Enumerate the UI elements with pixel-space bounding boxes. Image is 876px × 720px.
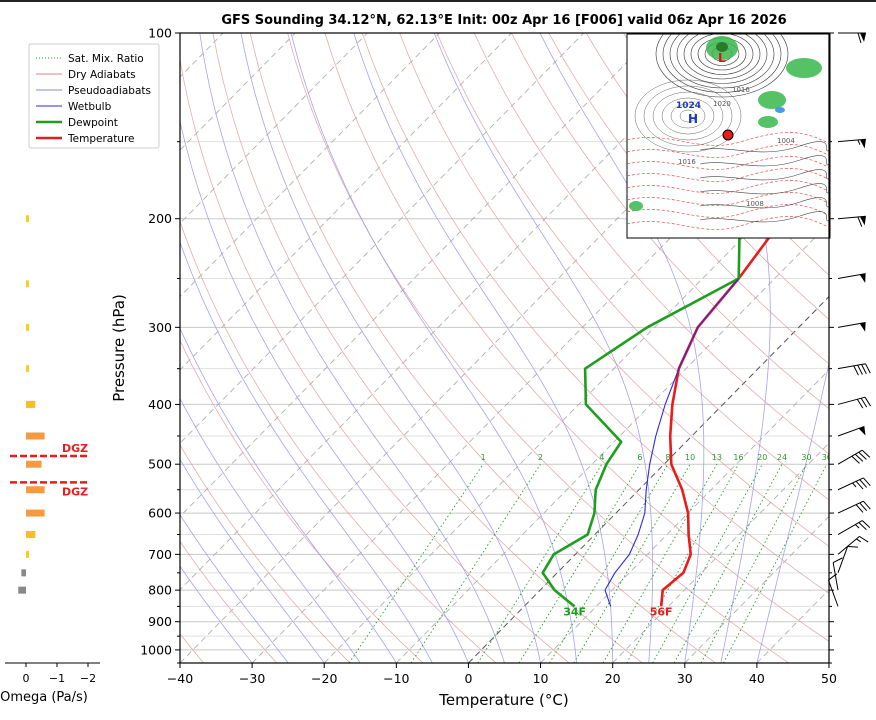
y-tick-label: 1000	[140, 642, 172, 657]
y-tick-label: 900	[148, 614, 172, 629]
legend-label: Dewpoint	[68, 117, 118, 129]
wind-barb	[838, 501, 870, 513]
y-tick-label: 600	[148, 506, 172, 521]
legend: Sat. Mix. Ratio Dry Adiabats Pseudoadiabat…	[29, 44, 159, 148]
x-tick-label: −20	[311, 671, 337, 686]
x-tick-label: −40	[167, 671, 193, 686]
map-pressure-label-3: 1016	[732, 86, 750, 94]
x-axis: −40 −30 −20 −10 0 10 20 30 40 50	[167, 663, 837, 686]
omega-bar	[26, 432, 45, 439]
wind-barbs	[828, 33, 870, 606]
map-high-label: H	[688, 112, 698, 126]
omega-bar	[21, 569, 26, 576]
wind-barb	[838, 274, 866, 283]
x-tick-label: 40	[749, 671, 765, 686]
chart-title: GFS Sounding 34.12°N, 62.13°E Init: 00z …	[221, 13, 786, 28]
y-tick-label: 400	[148, 397, 172, 412]
map-precip-area	[758, 116, 778, 128]
mix-ratio-label: 36	[822, 453, 832, 462]
omega-bar	[26, 486, 45, 493]
omega-bar	[26, 461, 42, 468]
wind-barb	[838, 478, 870, 490]
x-tick-label: 50	[821, 671, 837, 686]
omega-bar	[26, 365, 29, 372]
omega-axis-label: Omega (Pa/s)	[0, 690, 88, 705]
mix-ratio-label: 10	[685, 453, 695, 462]
x-tick-label: 10	[533, 671, 549, 686]
wind-barb	[838, 364, 870, 375]
legend-label: Temperature	[67, 133, 135, 145]
dgz-label: DGZ	[62, 442, 88, 455]
wind-barb	[838, 397, 871, 408]
mix-ratio-label: 24	[777, 453, 787, 462]
omega-bar	[26, 401, 35, 408]
dgz-label: DGZ	[62, 485, 88, 498]
map-precip-area	[629, 201, 643, 211]
x-tick-label: 20	[605, 671, 621, 686]
mix-ratio-label: 30	[801, 453, 811, 462]
omega-bar	[26, 215, 29, 222]
x-tick-label: 0	[464, 671, 472, 686]
map-pressure-label-5: 1004	[777, 137, 795, 145]
wind-barb	[838, 322, 866, 331]
mix-ratio-label: 13	[712, 453, 722, 462]
y-tick-label: 300	[148, 320, 172, 335]
wind-barb	[838, 521, 870, 535]
sounding-location-marker	[723, 130, 733, 140]
x-tick-label: 30	[677, 671, 693, 686]
omega-bar	[26, 280, 29, 287]
y-tick-label: 500	[148, 457, 172, 472]
omega-bar	[26, 531, 35, 538]
mix-ratio-label: 2	[538, 453, 543, 462]
map-snow-area	[775, 107, 785, 113]
dry-adiabat-line	[847, 33, 876, 663]
y-tick-label: 700	[148, 547, 172, 562]
temperature-surface-label: 56F	[650, 605, 673, 618]
map-pressure-label-2: 1020	[713, 100, 731, 108]
mix-ratio-label: 6	[637, 453, 642, 462]
dewpoint-surface-label: 34F	[563, 605, 586, 618]
map-pressure-label-6: 1008	[746, 200, 764, 208]
omega-bar	[26, 324, 29, 331]
x-axis-label: Temperature (°C)	[438, 691, 568, 709]
x-tick-label: −30	[239, 671, 265, 686]
wind-barb	[838, 139, 866, 148]
omega-panel: 0 −1 −2 DGZ DGZ	[5, 215, 100, 685]
omega-tick-label: −2	[80, 672, 96, 685]
wind-barb	[838, 536, 868, 554]
map-precip-area	[758, 91, 786, 109]
wind-barb	[838, 33, 866, 43]
wind-barb	[833, 558, 842, 590]
mix-ratio-label: 4	[599, 453, 604, 462]
map-pressure-label-1: 1024	[676, 101, 701, 111]
y-tick-label: 100	[148, 26, 172, 41]
wind-barb	[838, 426, 866, 436]
omega-tick-label: −1	[49, 672, 65, 685]
inset-map: H L 1024 1020 1016 1016 1004 1008	[627, 11, 830, 238]
mix-ratio-label: 16	[733, 453, 743, 462]
x-tick-label: −10	[383, 671, 409, 686]
isotherm-line	[829, 33, 876, 663]
map-pressure-label-4: 1016	[678, 158, 696, 166]
omega-bar	[18, 587, 26, 594]
legend-label: Dry Adiabats	[68, 69, 136, 81]
y-tick-label: 200	[148, 211, 172, 226]
omega-tick-label: 0	[23, 672, 30, 685]
map-low-label: L	[718, 51, 726, 65]
map-precip-area	[786, 58, 822, 78]
wind-barb	[838, 547, 858, 573]
wind-barb	[838, 216, 866, 226]
y-tick-label: 800	[148, 583, 172, 598]
omega-bar	[26, 510, 45, 517]
wind-barb	[838, 450, 870, 464]
legend-label: Wetbulb	[68, 101, 112, 113]
mix-ratio-label: 1	[481, 453, 486, 462]
top-border	[0, 0, 876, 2]
y-axis-label: Pressure (hPa)	[110, 294, 128, 402]
legend-label: Pseudoadiabats	[68, 85, 151, 97]
legend-label: Sat. Mix. Ratio	[68, 53, 144, 65]
mix-ratio-label: 20	[757, 453, 767, 462]
omega-bar	[26, 551, 29, 558]
